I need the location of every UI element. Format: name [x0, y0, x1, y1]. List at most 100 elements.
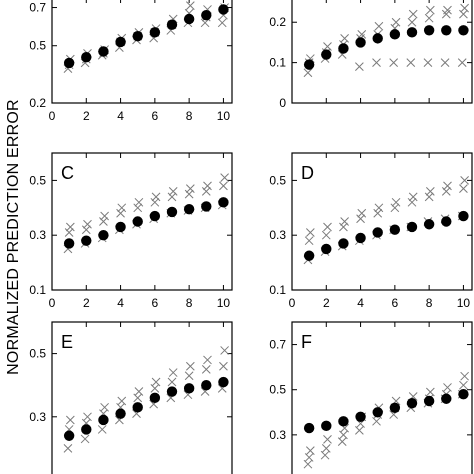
- x-tick-label: 0: [49, 296, 56, 310]
- filled-circle-point: [338, 416, 349, 427]
- filled-circle-point: [406, 398, 418, 409]
- panel-label: E: [61, 332, 73, 352]
- filled-circle-point: [218, 376, 229, 388]
- panel-2-frame: [291, 0, 473, 104]
- cross-point: [65, 222, 75, 232]
- filled-circle-point: [183, 203, 195, 215]
- y-tick-label: 0.1: [269, 56, 286, 70]
- cross-point: [83, 219, 92, 229]
- filled-circle-point: [423, 395, 435, 407]
- filled-circle-point: [63, 238, 75, 249]
- cross-point: [355, 62, 364, 72]
- cross-point: [424, 192, 434, 202]
- cross-point: [150, 197, 160, 207]
- x-tick-label: 6: [392, 296, 399, 310]
- cross-point: [83, 412, 92, 422]
- cross-point: [64, 228, 74, 237]
- cross-point: [357, 29, 367, 39]
- filled-circle-point: [115, 36, 126, 48]
- cross-point: [220, 173, 229, 183]
- cross-point: [203, 181, 212, 191]
- filled-circle-point: [389, 29, 401, 40]
- filled-circle-point: [183, 13, 195, 25]
- cross-point: [374, 21, 384, 31]
- filled-circle-point: [389, 402, 401, 413]
- cross-point: [321, 230, 331, 240]
- panel-label: F: [301, 332, 312, 352]
- cross-point: [443, 383, 452, 392]
- cross-point: [460, 3, 469, 13]
- cross-point: [184, 189, 194, 199]
- filled-circle-point: [458, 389, 469, 400]
- panel-5-frame: [51, 321, 233, 474]
- cross-point: [99, 217, 108, 226]
- cross-point: [117, 396, 127, 406]
- cross-point: [340, 34, 349, 43]
- cross-point: [391, 17, 401, 27]
- filled-circle-point: [166, 206, 178, 218]
- cross-point: [460, 176, 469, 185]
- cross-point: [424, 13, 434, 23]
- filled-circle-point: [63, 430, 75, 441]
- y-tick-label: 0.7: [29, 1, 46, 15]
- y-tick-label: 0.5: [29, 173, 46, 187]
- filled-circle-point: [149, 27, 161, 38]
- cross-point: [459, 9, 468, 19]
- cross-point: [339, 222, 348, 232]
- filled-circle-point: [81, 235, 92, 246]
- cross-point: [151, 377, 161, 387]
- cross-point: [389, 58, 399, 67]
- cross-point: [116, 208, 125, 218]
- cross-point: [425, 387, 435, 397]
- cross-point: [201, 365, 211, 374]
- filled-circle-point: [115, 408, 126, 419]
- filled-circle-point: [98, 46, 109, 57]
- filled-circle-point: [372, 227, 383, 238]
- cross-point: [457, 58, 467, 67]
- y-tick-label: 0.3: [29, 410, 46, 424]
- cross-point: [100, 211, 109, 221]
- cross-point: [408, 9, 418, 19]
- y-tick-label: 0: [279, 96, 286, 110]
- filled-circle-point: [406, 27, 418, 38]
- filled-circle-point: [149, 392, 161, 404]
- x-tick-label: 10: [217, 109, 231, 123]
- cross-point: [425, 5, 435, 15]
- filled-circle-point: [355, 411, 366, 422]
- cross-point: [133, 203, 143, 213]
- filled-circle-point: [201, 380, 212, 391]
- cross-point: [440, 58, 450, 67]
- cross-point: [81, 225, 91, 235]
- filled-circle-point: [183, 383, 195, 394]
- cross-point: [374, 203, 384, 213]
- panel-label: C: [61, 163, 74, 183]
- filled-circle-point: [321, 243, 332, 255]
- filled-circle-point: [406, 221, 418, 233]
- cross-point: [167, 377, 177, 387]
- cross-point: [168, 368, 178, 377]
- filled-circle-point: [321, 49, 332, 60]
- cross-point: [304, 236, 314, 246]
- filled-circle-point: [458, 25, 469, 36]
- filled-circle-point: [149, 210, 161, 222]
- x-tick-label: 0: [289, 296, 296, 310]
- cross-point: [441, 187, 451, 196]
- cross-point: [203, 355, 212, 365]
- filled-circle-point: [372, 33, 383, 44]
- panel-label: D: [301, 163, 314, 183]
- panel-6-frame: [291, 321, 473, 474]
- x-tick-label: 4: [117, 296, 124, 310]
- cross-point: [201, 187, 211, 196]
- y-tick-label: 0.5: [29, 39, 46, 53]
- cross-point: [97, 425, 107, 434]
- y-tick-label: 0.7: [269, 338, 286, 352]
- filled-circle-point: [372, 407, 383, 418]
- cross-point: [185, 184, 195, 193]
- x-tick-label: 2: [83, 296, 90, 310]
- cross-point: [303, 68, 313, 78]
- cross-point: [185, 361, 195, 371]
- x-tick-label: 8: [186, 296, 193, 310]
- panel-4-frame: [291, 152, 473, 291]
- cross-point: [305, 228, 315, 237]
